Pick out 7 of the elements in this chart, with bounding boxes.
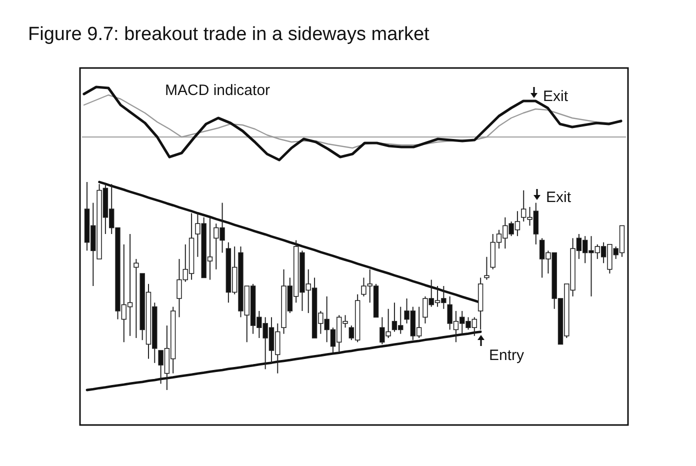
candlestick [134, 258, 139, 338]
annotation: Exit [543, 88, 569, 105]
annotation: Entry [489, 347, 525, 364]
candlestick [484, 256, 490, 280]
annotation: Exit [546, 189, 572, 206]
chart-title: Figure 9.7: breakout trade in a sideways market [28, 24, 430, 45]
annotation: MACD indicator [165, 82, 270, 99]
